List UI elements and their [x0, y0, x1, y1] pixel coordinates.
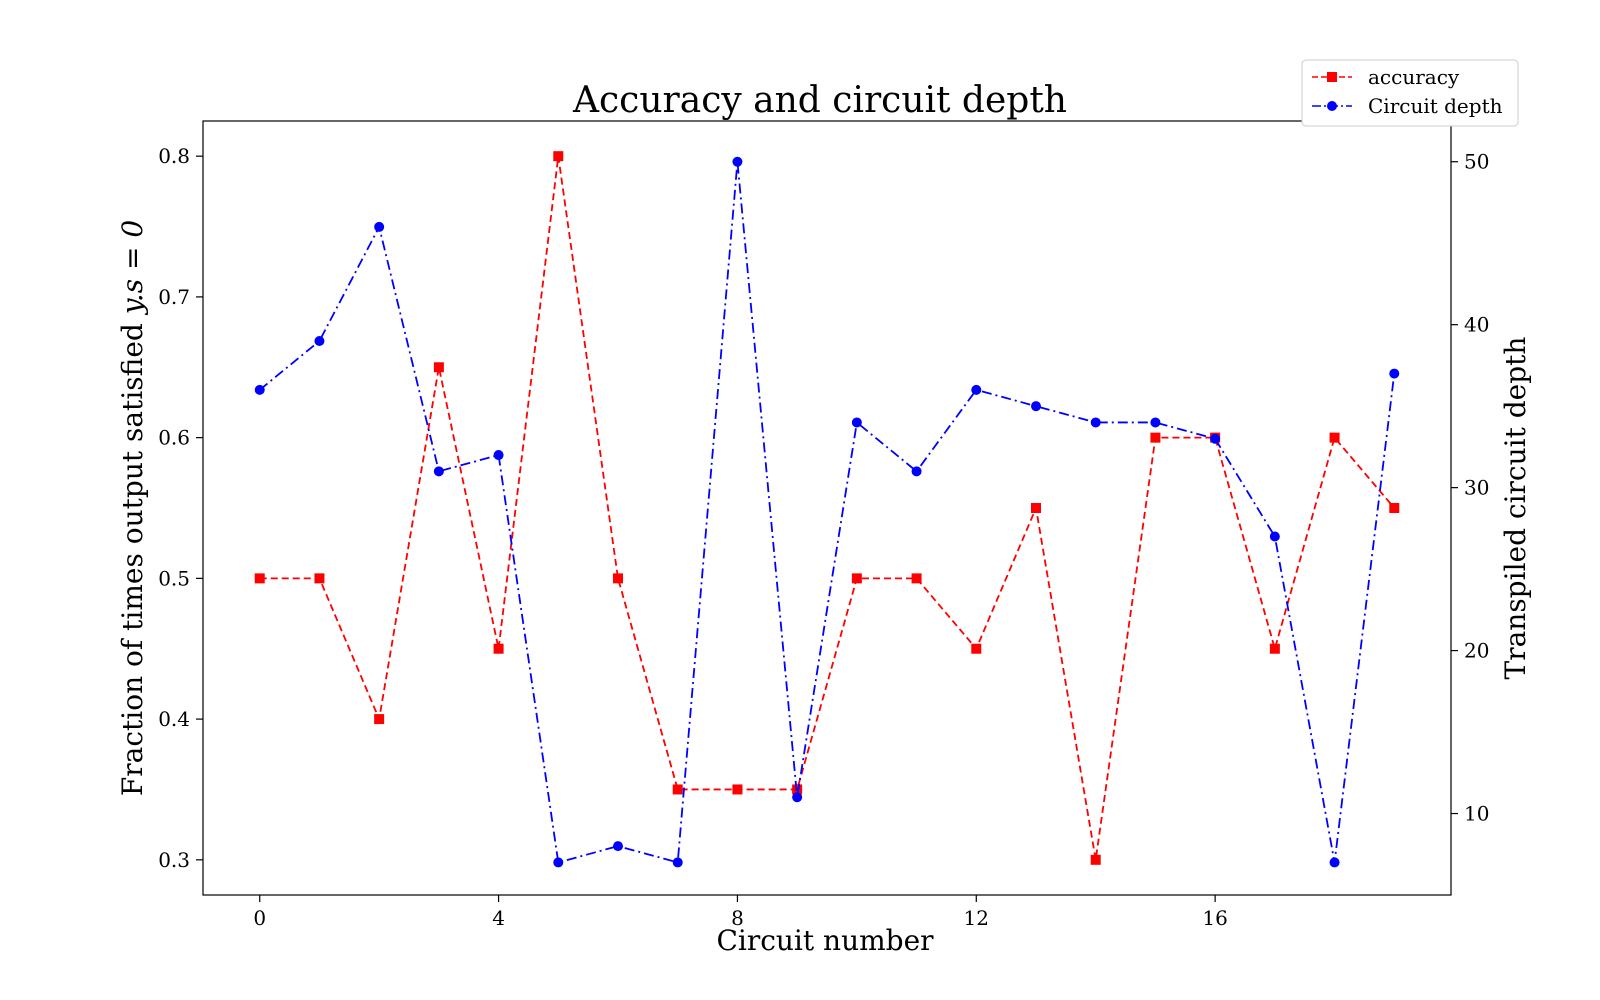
data-point-circuit-depth [1329, 857, 1340, 868]
data-point-circuit-depth [613, 841, 624, 852]
x-tick-label: 4 [492, 906, 505, 930]
data-point-circuit-depth [553, 857, 564, 868]
series-line-circuit-depth [259, 161, 1396, 864]
data-point-accuracy [314, 573, 325, 584]
data-point-circuit-depth [911, 466, 922, 477]
left-y-axis-label-text: Fraction of times output satisfied [116, 314, 149, 796]
data-point-accuracy [851, 573, 862, 584]
left-y-tick-label: 0.6 [158, 426, 190, 450]
data-point-circuit-depth [493, 450, 504, 461]
plot-frame [202, 120, 1452, 896]
data-point-accuracy [1150, 432, 1161, 443]
x-tick-label: 12 [964, 906, 989, 930]
legend: accuracy Circuit depth [1301, 59, 1519, 127]
right-y-tick-label: 50 [1464, 150, 1489, 174]
data-point-accuracy [433, 362, 444, 373]
data-point-accuracy [1269, 643, 1280, 654]
legend-depth-marker [1327, 101, 1337, 111]
legend-depth-label: Circuit depth [1368, 94, 1503, 118]
data-point-circuit-depth [971, 384, 982, 395]
data-point-accuracy [374, 714, 385, 725]
data-point-circuit-depth [374, 221, 385, 232]
left-y-tick-label: 0.7 [158, 285, 190, 309]
right-y-tick-label: 20 [1464, 639, 1489, 663]
left-y-axis-ticks: 0.3 0.4 0.5 0.6 0.7 0.8 [158, 144, 203, 872]
data-point-accuracy [254, 573, 265, 584]
data-point-accuracy [553, 151, 564, 162]
data-point-circuit-depth [792, 792, 803, 803]
data-point-accuracy [1329, 432, 1340, 443]
chart-title: Accuracy and circuit depth [572, 80, 1067, 121]
x-tick-label: 0 [253, 906, 266, 930]
data-point-circuit-depth [1269, 531, 1280, 542]
data-point-circuit-depth [314, 335, 325, 346]
left-y-tick-label: 0.8 [158, 144, 190, 168]
data-point-accuracy [911, 573, 922, 584]
data-point-accuracy [971, 643, 982, 654]
data-point-accuracy [732, 784, 743, 795]
left-y-tick-label: 0.5 [158, 566, 190, 590]
x-axis-ticks: 0 4 8 12 16 [253, 895, 1228, 930]
data-point-accuracy [672, 784, 683, 795]
legend-accuracy-marker [1327, 72, 1337, 82]
data-point-accuracy [1030, 503, 1041, 513]
data-point-accuracy [1389, 503, 1400, 513]
data-point-circuit-depth [1030, 401, 1041, 412]
data-point-accuracy [493, 643, 504, 654]
data-point-accuracy [1090, 854, 1101, 865]
series-line-accuracy [259, 156, 1395, 860]
data-point-circuit-depth [1090, 417, 1101, 428]
data-point-circuit-depth [672, 857, 683, 868]
data-point-accuracy [613, 573, 624, 584]
data-point-circuit-depth [732, 156, 743, 167]
right-y-tick-label: 30 [1464, 476, 1489, 500]
data-point-circuit-depth [851, 417, 862, 428]
series-layer [254, 151, 1400, 868]
right-y-axis-ticks: 10 20 30 40 50 [1451, 150, 1489, 826]
right-y-tick-label: 40 [1464, 313, 1489, 337]
left-y-tick-label: 0.3 [158, 848, 190, 872]
x-tick-label: 8 [731, 906, 744, 930]
data-point-circuit-depth [254, 384, 265, 395]
left-y-axis-label-math: y.s = 0 [116, 220, 149, 316]
data-point-circuit-depth [433, 466, 444, 477]
x-axis-label: Circuit number [716, 924, 934, 957]
legend-accuracy-label: accuracy [1368, 65, 1460, 89]
right-y-tick-label: 10 [1464, 802, 1489, 826]
right-y-axis-label: Transpiled circuit depth [1499, 337, 1532, 680]
left-y-tick-label: 0.4 [158, 707, 190, 731]
data-point-circuit-depth [1210, 433, 1221, 444]
left-y-axis-label: Fraction of times output satisfied y.s =… [116, 220, 149, 796]
x-tick-label: 16 [1202, 906, 1227, 930]
legend-box [1301, 59, 1519, 127]
data-point-circuit-depth [1389, 368, 1400, 379]
data-point-circuit-depth [1150, 417, 1161, 428]
